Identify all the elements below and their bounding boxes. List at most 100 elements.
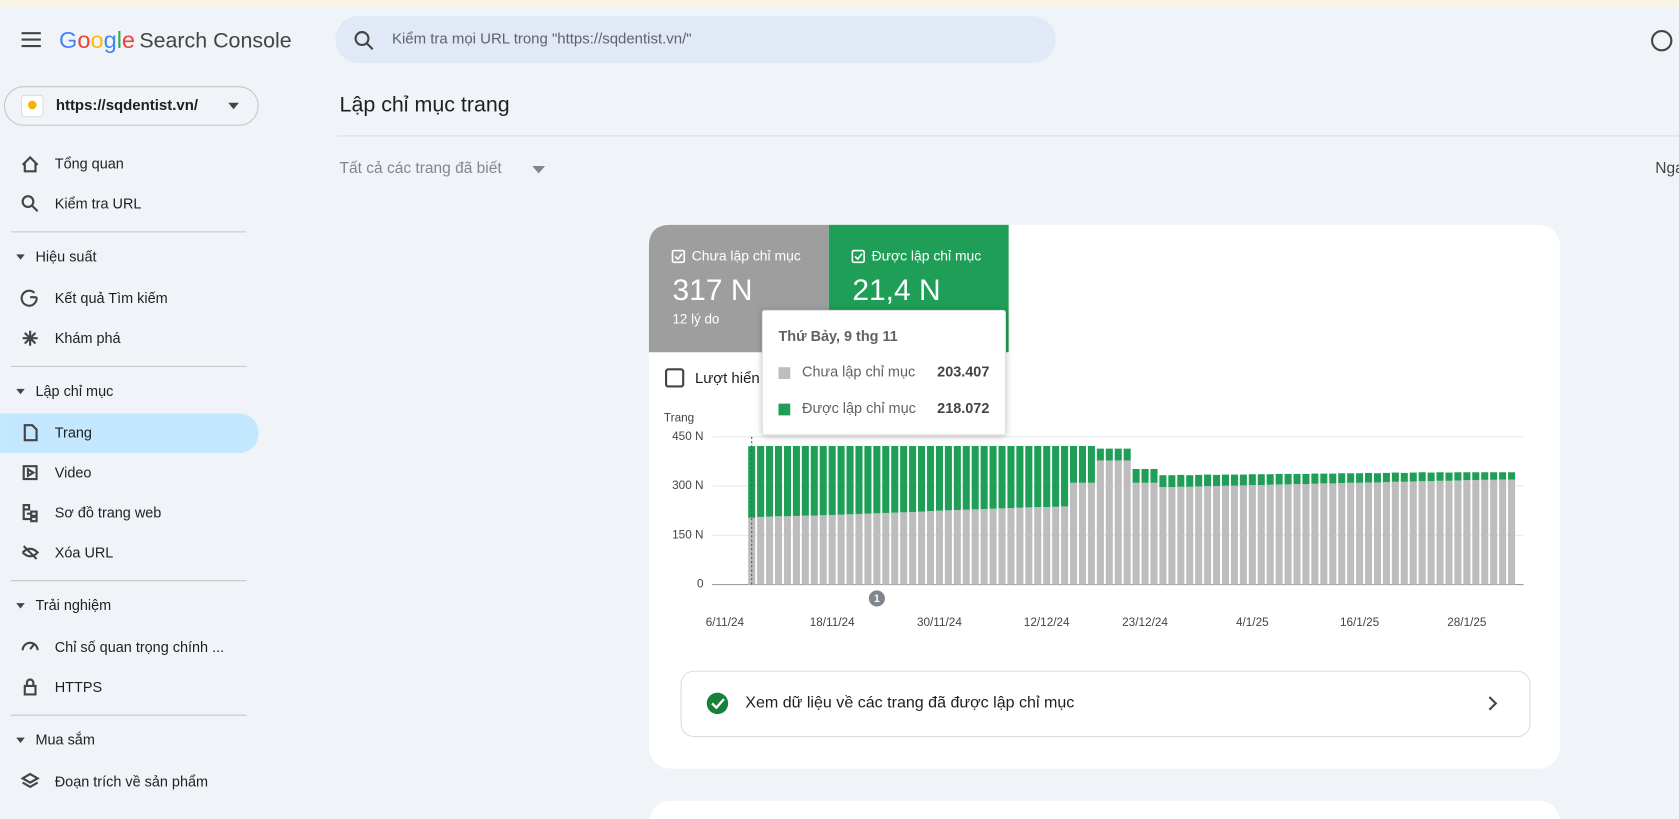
bar-segment xyxy=(1204,474,1212,487)
bar-segment xyxy=(1168,487,1176,585)
menu-button[interactable] xyxy=(21,32,41,48)
bar-segment xyxy=(1266,484,1274,585)
bar-segment xyxy=(989,445,997,509)
bar-segment xyxy=(783,516,792,585)
search-placeholder: Kiểm tra mọi URL trong "https://sqdentis… xyxy=(392,31,692,48)
bar-segment xyxy=(1275,473,1283,485)
bar-segment xyxy=(1230,485,1238,585)
bar-segment xyxy=(962,509,970,585)
x-tick-label: 4/1/25 xyxy=(1236,616,1269,629)
bar-segment xyxy=(1239,474,1247,486)
nav-item[interactable]: Sơ đồ trang web xyxy=(55,505,162,521)
bar-segment xyxy=(774,445,783,517)
nav-item[interactable]: Khám phá xyxy=(55,331,122,347)
bar-segment xyxy=(944,510,952,585)
bar-segment xyxy=(810,445,818,516)
bar-segment xyxy=(1338,473,1346,484)
search-icon xyxy=(354,31,370,47)
bar-segment xyxy=(1302,484,1310,585)
bar-segment xyxy=(1159,487,1167,585)
nav-item[interactable]: Chỉ số quan trọng chính ... xyxy=(55,640,224,656)
bar-segment xyxy=(1409,481,1417,585)
nav-item[interactable]: Đoạn trích về sản phẩm xyxy=(55,774,208,790)
bar-segment xyxy=(1096,448,1104,461)
bar-segment xyxy=(1186,475,1194,487)
bar-segment xyxy=(1481,479,1489,585)
bar-segment xyxy=(1186,486,1194,585)
filter-select[interactable]: Tất cả các trang đã biết xyxy=(340,160,503,177)
bar-segment xyxy=(1150,482,1158,585)
bar-segment xyxy=(757,445,765,517)
bar-segment xyxy=(748,517,756,585)
impressions-label: Lượt hiển thị xyxy=(695,370,780,387)
bar-segment xyxy=(1445,472,1453,481)
bar-segment xyxy=(909,511,917,585)
bar-segment xyxy=(819,515,827,585)
bar-segment xyxy=(1069,445,1078,483)
nav-item[interactable]: HTTPS xyxy=(55,680,102,696)
help-button[interactable] xyxy=(1651,29,1673,52)
bar-segment xyxy=(971,509,979,585)
bar-segment xyxy=(1463,472,1471,481)
nav-icon xyxy=(20,772,40,789)
bar-segment xyxy=(1329,473,1337,484)
nav-item[interactable]: Kiểm tra URL xyxy=(55,197,142,213)
bar-segment xyxy=(1168,475,1176,488)
bar-segment xyxy=(766,516,774,585)
bar-segment xyxy=(944,445,952,511)
bar-segment xyxy=(926,510,935,585)
bar-segment xyxy=(873,513,881,585)
search-bar[interactable] xyxy=(335,16,1056,64)
bar-segment xyxy=(783,445,792,517)
tooltip-series: Được lập chỉ mục xyxy=(802,401,916,417)
bar-segment xyxy=(1204,486,1212,585)
nav-icon xyxy=(20,289,38,307)
bar-segment xyxy=(828,514,836,585)
y-tick-label: 150 N xyxy=(672,528,703,541)
bar-segment xyxy=(864,513,872,585)
nav-item[interactable]: Kết quả Tìm kiếm xyxy=(55,291,168,307)
tooltip: Thứ Bảy, 9 thg 11 Chưa lập chỉ mục 203.40… xyxy=(761,309,1006,436)
bar-segment xyxy=(1445,480,1453,585)
section-caret xyxy=(16,737,25,743)
bar-segment xyxy=(846,445,854,515)
bar-segment xyxy=(980,509,988,585)
nav-item[interactable]: Xóa URL xyxy=(55,545,114,561)
bar-segment xyxy=(891,512,899,585)
nav-item[interactable]: Tổng quan xyxy=(55,157,124,173)
nav-item[interactable]: Video xyxy=(55,466,92,482)
bar-segment xyxy=(1061,445,1069,507)
bar-segment xyxy=(1078,482,1087,585)
bar-segment xyxy=(1356,482,1364,585)
property-selector[interactable] xyxy=(3,86,259,126)
nav-item[interactable]: Trang xyxy=(55,426,92,442)
bar-segment xyxy=(837,445,845,515)
bar-segment xyxy=(1364,482,1373,585)
bar-segment xyxy=(1454,472,1462,481)
bar-segment xyxy=(855,445,863,514)
bar-segment xyxy=(1436,480,1444,585)
bar-segment xyxy=(1391,472,1399,482)
check-icon xyxy=(706,692,729,715)
impressions-checkbox[interactable] xyxy=(664,368,685,388)
nav-icon xyxy=(21,155,39,173)
bar-segment xyxy=(1114,448,1122,461)
x-tick-label: 18/11/24 xyxy=(810,616,855,629)
tab-label: Chưa lập chỉ mục xyxy=(692,248,801,264)
top-strip xyxy=(0,0,1679,7)
bar-segment xyxy=(1221,474,1230,486)
indexed-data-link[interactable] xyxy=(680,670,1531,738)
nav-icon xyxy=(22,330,38,346)
bar-segment xyxy=(1016,445,1024,508)
bar-segment xyxy=(1418,481,1426,585)
bar-segment xyxy=(1016,507,1024,585)
nav-icon xyxy=(23,424,38,442)
bar-segment xyxy=(1195,486,1203,585)
nav-icon xyxy=(22,504,38,523)
bar-segment xyxy=(980,445,988,510)
bar-segment xyxy=(1221,485,1230,585)
bar-segment xyxy=(1472,472,1480,481)
bar-segment xyxy=(873,445,881,514)
bar-segment xyxy=(1481,472,1489,480)
bar-segment xyxy=(1052,445,1060,507)
